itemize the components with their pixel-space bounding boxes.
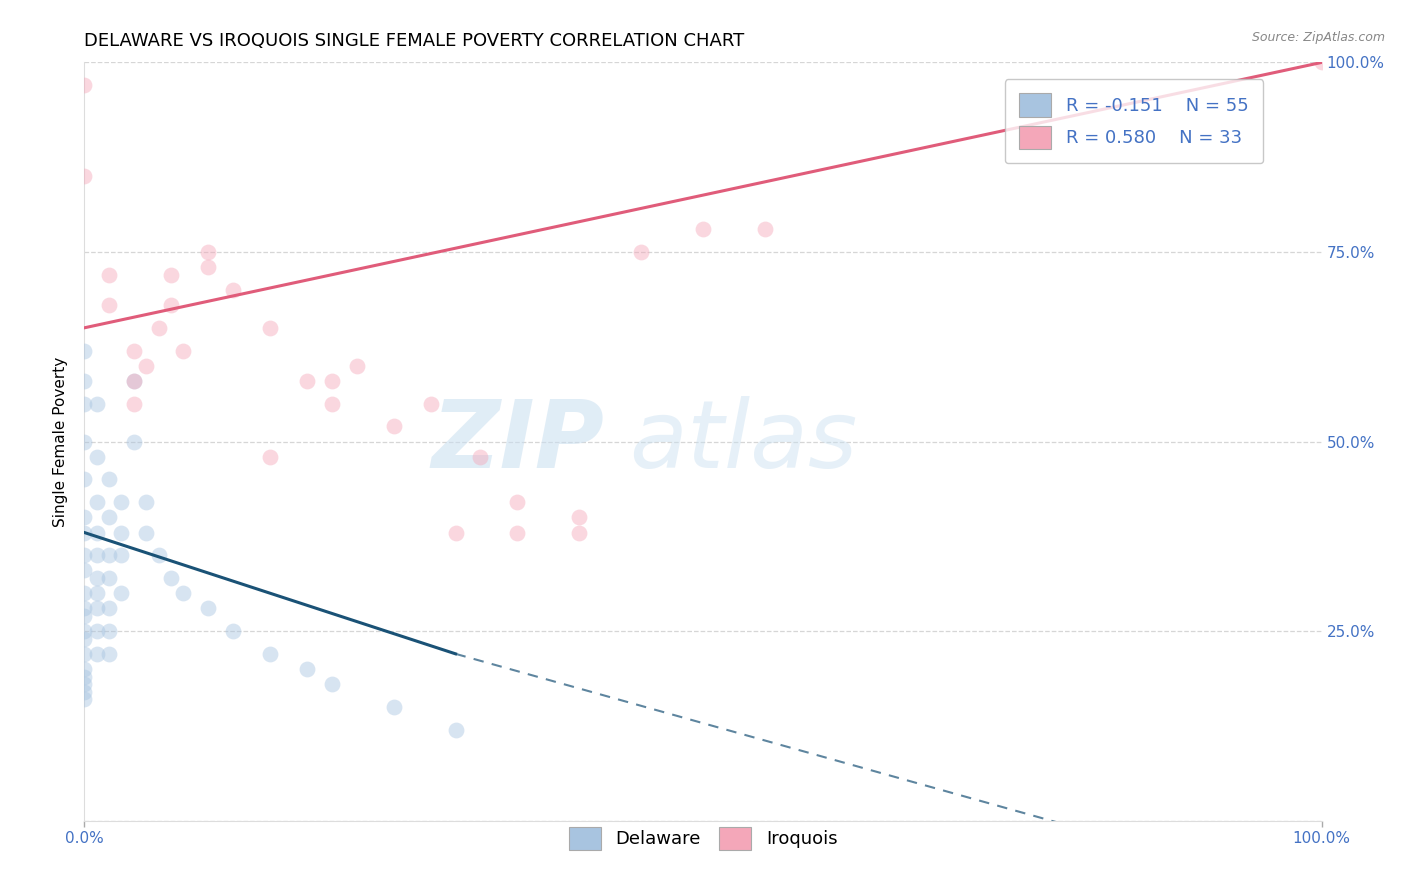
Point: [148, 320, 170, 334]
Point: [73, 586, 96, 600]
Point: [98, 298, 121, 312]
Point: [470, 450, 492, 464]
Point: [197, 244, 219, 259]
Point: [135, 359, 157, 373]
Point: [98, 473, 121, 487]
Point: [122, 374, 145, 388]
Point: [160, 298, 183, 312]
Point: [86, 450, 108, 464]
Point: [444, 525, 467, 540]
Point: [122, 434, 145, 449]
Point: [98, 510, 121, 524]
Point: [346, 359, 368, 373]
Point: [86, 525, 108, 540]
Point: [73, 525, 96, 540]
Point: [160, 268, 183, 282]
Point: [73, 692, 96, 706]
Point: [86, 647, 108, 661]
Point: [73, 396, 96, 410]
Point: [382, 419, 405, 434]
Point: [73, 685, 96, 699]
Point: [160, 571, 183, 585]
Point: [73, 473, 96, 487]
Point: [259, 450, 281, 464]
Point: [382, 699, 405, 714]
Point: [73, 434, 96, 449]
Point: [73, 677, 96, 691]
Point: [321, 396, 343, 410]
Point: [222, 283, 245, 297]
Point: [73, 510, 96, 524]
Point: [259, 647, 281, 661]
Point: [73, 564, 96, 578]
Legend: Delaware, Iroquois: Delaware, Iroquois: [561, 820, 845, 857]
Point: [122, 343, 145, 358]
Point: [73, 601, 96, 615]
Point: [295, 374, 318, 388]
Text: DELAWARE VS IROQUOIS SINGLE FEMALE POVERTY CORRELATION CHART: DELAWARE VS IROQUOIS SINGLE FEMALE POVER…: [84, 32, 745, 50]
Point: [1310, 55, 1333, 70]
Point: [197, 260, 219, 275]
Y-axis label: Single Female Poverty: Single Female Poverty: [53, 357, 69, 526]
Point: [73, 78, 96, 92]
Text: ZIP: ZIP: [432, 395, 605, 488]
Point: [86, 396, 108, 410]
Point: [630, 244, 652, 259]
Point: [98, 548, 121, 563]
Point: [506, 525, 529, 540]
Point: [754, 222, 776, 236]
Point: [135, 495, 157, 509]
Point: [73, 669, 96, 683]
Point: [98, 647, 121, 661]
Point: [444, 723, 467, 737]
Point: [259, 320, 281, 334]
Point: [73, 662, 96, 676]
Point: [692, 222, 714, 236]
Point: [98, 601, 121, 615]
Point: [321, 677, 343, 691]
Text: Source: ZipAtlas.com: Source: ZipAtlas.com: [1251, 31, 1385, 45]
Point: [506, 495, 529, 509]
Point: [110, 525, 132, 540]
Point: [98, 624, 121, 639]
Point: [110, 548, 132, 563]
Point: [110, 495, 132, 509]
Point: [172, 586, 194, 600]
Point: [73, 608, 96, 623]
Point: [86, 624, 108, 639]
Point: [172, 343, 194, 358]
Point: [295, 662, 318, 676]
Point: [419, 396, 441, 410]
Point: [86, 495, 108, 509]
Point: [86, 586, 108, 600]
Point: [73, 343, 96, 358]
Point: [86, 548, 108, 563]
Point: [73, 169, 96, 184]
Point: [321, 374, 343, 388]
Point: [122, 374, 145, 388]
Point: [568, 510, 591, 524]
Point: [222, 624, 245, 639]
Point: [98, 268, 121, 282]
Point: [98, 571, 121, 585]
Point: [122, 396, 145, 410]
Point: [73, 647, 96, 661]
Point: [197, 601, 219, 615]
Text: atlas: atlas: [628, 396, 858, 487]
Point: [148, 548, 170, 563]
Point: [73, 624, 96, 639]
Point: [73, 632, 96, 646]
Point: [110, 586, 132, 600]
Point: [135, 525, 157, 540]
Point: [73, 374, 96, 388]
Point: [86, 601, 108, 615]
Point: [568, 525, 591, 540]
Point: [86, 571, 108, 585]
Point: [73, 548, 96, 563]
